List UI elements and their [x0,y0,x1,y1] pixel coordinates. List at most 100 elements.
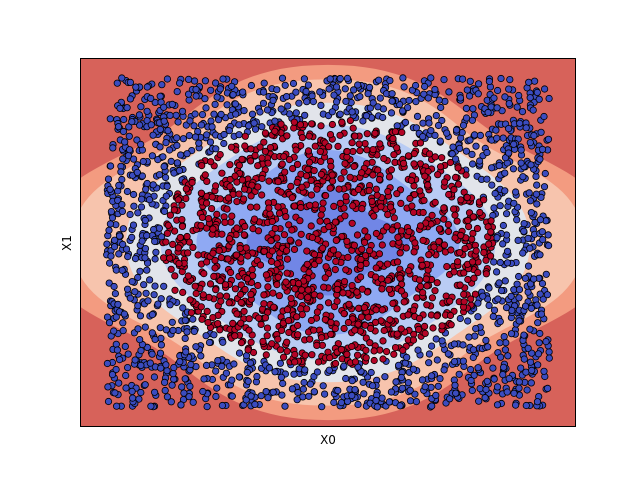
data-point [269,96,277,105]
data-point [334,251,342,259]
data-point [474,299,482,307]
data-point [171,286,179,294]
data-point [504,352,512,360]
data-point [283,347,291,355]
data-point [340,309,348,318]
data-point [284,316,293,325]
data-point [378,306,386,314]
data-point [376,140,384,148]
data-point [358,285,366,293]
data-point [288,165,297,173]
data-point [460,290,468,298]
data-point [450,186,458,194]
data-point [361,227,369,235]
data-point [290,124,298,132]
data-point [387,166,395,174]
data-point [446,297,454,305]
data-point [148,310,156,319]
data-point [170,206,178,214]
data-point [443,262,451,271]
data-point [533,398,542,406]
data-point [108,370,117,379]
data-point [115,379,123,387]
data-point [371,129,379,137]
data-point [541,169,549,178]
data-point [519,249,527,257]
data-point [306,380,314,388]
data-point [260,138,268,146]
data-point [235,121,243,129]
data-point [150,225,158,234]
data-point [159,153,167,161]
data-point [399,159,408,167]
data-point [216,195,224,203]
data-point [361,140,369,148]
data-point [358,245,366,253]
data-point [233,198,241,206]
data-point [233,224,241,232]
data-point [490,375,498,383]
data-point [369,99,377,107]
data-point [241,132,249,140]
data-point [504,125,513,133]
data-point [143,117,151,125]
data-point [162,361,170,369]
data-point [124,253,132,261]
data-point [425,150,434,158]
data-point [464,317,472,325]
data-point [317,170,325,178]
data-point [350,162,358,170]
data-point [173,159,181,167]
data-point [540,367,548,375]
data-point [435,96,443,104]
data-point [240,107,248,115]
data-point [389,299,397,307]
data-point [236,244,244,252]
data-point [537,310,546,318]
data-point [281,402,289,410]
data-point [420,82,429,91]
data-point [405,228,413,236]
data-point [351,358,360,366]
data-point [465,333,473,341]
data-point [397,199,405,207]
data-point [519,173,527,181]
data-point [379,337,387,345]
data-point [259,88,268,96]
data-point [535,339,543,347]
data-point [345,300,353,308]
data-point [542,337,550,346]
data-point [304,147,313,155]
data-point [270,303,278,311]
data-point [141,323,149,331]
data-point [528,366,536,374]
data-point [134,273,142,282]
data-point [242,244,250,252]
data-point [128,233,136,241]
data-point [281,81,289,89]
data-point [520,227,528,235]
data-point [197,303,205,311]
data-point [298,183,306,191]
data-point [291,350,299,359]
data-point [303,247,311,255]
data-point [521,274,530,282]
data-point [150,291,158,299]
data-point [134,302,142,310]
data-point [380,154,388,163]
data-point [156,143,164,151]
data-point [302,87,310,96]
data-point [229,91,237,99]
data-point [143,83,151,91]
data-point [416,222,425,230]
data-point [129,221,138,229]
data-point [453,258,462,266]
data-point [142,289,150,297]
data-point [241,142,249,150]
data-point [197,189,205,197]
data-point [456,314,464,323]
data-point [327,318,335,326]
data-point [305,132,313,140]
data-point [205,215,213,223]
data-point [509,165,518,173]
